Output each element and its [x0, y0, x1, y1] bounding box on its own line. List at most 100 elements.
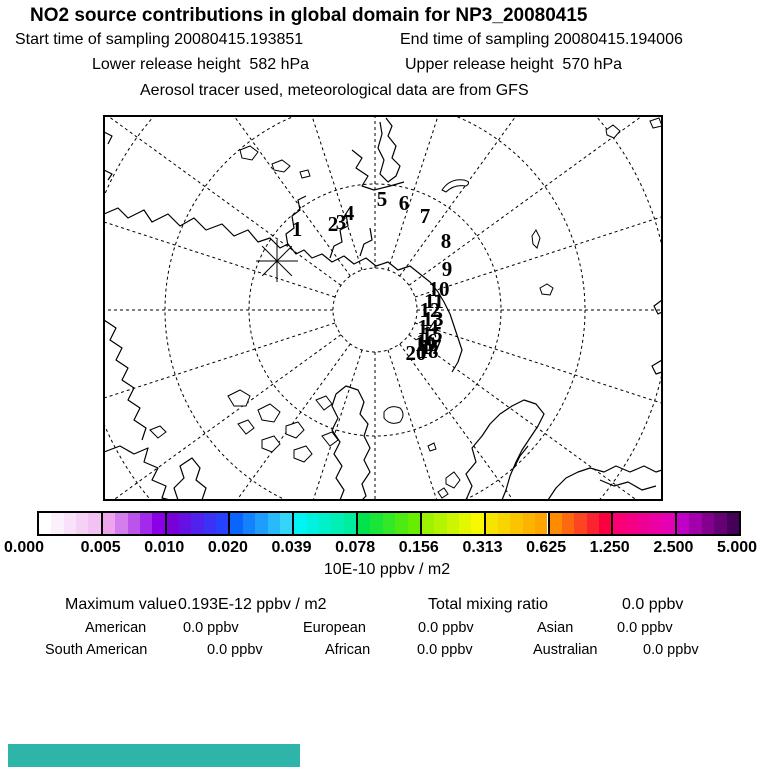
latitude-circle	[248, 183, 502, 437]
colorbar-cell	[471, 513, 484, 534]
island	[531, 229, 541, 249]
total-mixing-label: Total mixing ratio	[428, 596, 549, 613]
upper-release-label: Upper release height 570 hPa	[405, 56, 623, 73]
coastline	[104, 207, 463, 373]
colorbar-cell	[216, 513, 229, 534]
colorbar-cell	[178, 513, 192, 534]
meridian-line	[408, 116, 643, 286]
meridian-line	[399, 116, 517, 277]
colorbar-tick-label: 0.010	[144, 539, 185, 556]
colorbar-cell	[421, 513, 435, 534]
colorbar-tick-label: 0.078	[335, 539, 376, 556]
colorbar-tick-label: 0.005	[80, 539, 121, 556]
colorbar-cell	[127, 513, 140, 534]
coastline	[359, 227, 373, 257]
colorbar-cell	[166, 513, 179, 534]
trajectory-number: 6	[399, 191, 410, 215]
coastline	[104, 319, 147, 441]
coastline	[653, 299, 662, 315]
coastline	[104, 131, 113, 145]
island	[445, 471, 461, 489]
meridian-line	[414, 322, 662, 404]
colorbar-cell	[318, 513, 332, 534]
colorbar-cell	[358, 513, 371, 534]
coastline	[104, 445, 171, 500]
colorbar-cell	[638, 513, 651, 534]
island	[227, 389, 251, 407]
trajectory-number: 10	[429, 277, 450, 301]
colorbar-cell	[382, 513, 396, 534]
colorbar	[37, 511, 741, 536]
island	[383, 406, 404, 424]
latitude-circle	[0, 0, 753, 688]
colorbar-segment	[611, 513, 676, 534]
star-icon	[261, 245, 293, 277]
colorbar-cell	[407, 513, 420, 534]
colorbar-unit-label: 10E-10 ppbv / m2	[323, 561, 451, 578]
colorbar-cell	[586, 513, 599, 534]
region-label: European	[303, 620, 366, 636]
colorbar-cell	[726, 513, 739, 534]
max-value-label: Maximum value	[65, 596, 178, 613]
colorbar-tick-label: 0.039	[271, 539, 312, 556]
coastline	[285, 195, 307, 247]
island	[539, 283, 554, 296]
map-frame	[103, 115, 663, 501]
region-value: 0.0 ppbv	[183, 620, 239, 636]
island	[271, 159, 291, 173]
colorbar-cell	[139, 513, 153, 534]
colorbar-cell	[39, 513, 52, 534]
trajectory-number: 8	[441, 229, 452, 253]
coastline	[599, 479, 657, 491]
island	[437, 487, 449, 499]
colorbar-segment	[228, 513, 293, 534]
colorbar-cell	[279, 513, 293, 534]
lower-release-label: Lower release height 582 hPa	[92, 56, 310, 73]
coastline	[651, 359, 662, 375]
colorbar-cell	[115, 513, 128, 534]
coastline	[377, 117, 401, 183]
trajectory-number: 17	[421, 335, 442, 359]
island	[605, 124, 621, 139]
colorbar-cell	[535, 513, 548, 534]
trajectory-number: 14	[418, 315, 440, 339]
colorbar-cell	[434, 513, 447, 534]
region-label: South American	[45, 642, 148, 658]
trajectory-number: 1	[292, 217, 303, 241]
island	[315, 395, 333, 411]
coastline-greenland	[331, 393, 345, 500]
meridian-line	[104, 221, 336, 298]
colorbar-cell	[88, 513, 101, 534]
colorbar-tick-label: 1.250	[589, 539, 630, 556]
trajectory-number: 12	[420, 298, 441, 322]
colorbar-cell	[370, 513, 383, 534]
colorbar-tick-label: 0.625	[526, 539, 567, 556]
page-title: NO2 source contributions in global domai…	[30, 5, 588, 26]
colorbar-cell	[191, 513, 204, 534]
colorbar-cell	[294, 513, 307, 534]
colorbar-cell	[331, 513, 344, 534]
trajectory-number: 7	[420, 204, 431, 228]
coastlines	[104, 117, 662, 500]
colorbar-cell	[343, 513, 357, 534]
coastline	[351, 149, 405, 191]
colorbar-segment	[100, 513, 165, 534]
colorbar-segment	[675, 513, 739, 534]
colorbar-cell	[63, 513, 77, 534]
coastline	[329, 213, 349, 259]
island	[261, 435, 281, 453]
meridian-line	[233, 116, 351, 277]
coastline	[173, 457, 207, 500]
bottom-bar	[8, 744, 300, 767]
meridian-line	[107, 116, 342, 286]
trajectory-number: 18	[418, 339, 439, 363]
region-value: 0.0 ppbv	[417, 642, 473, 658]
region-label: American	[85, 620, 147, 636]
colorbar-tick-label: 0.000	[3, 539, 45, 556]
trajectory-number: 5	[377, 187, 388, 211]
colorbar-cell	[267, 513, 280, 534]
colorbar-cell	[306, 513, 319, 534]
colorbar-cell	[662, 513, 676, 534]
trajectory-number: 3	[336, 210, 347, 234]
